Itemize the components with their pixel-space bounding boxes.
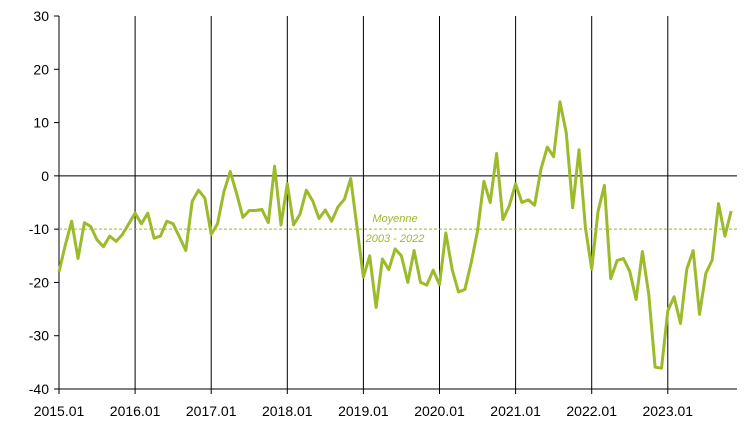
y-axis: 30 20 10 0 -10 -20 -30 -40 [29, 8, 737, 397]
x-tick-label: 2019.01 [338, 403, 389, 419]
y-tick-label: 20 [33, 61, 49, 77]
vertical-gridlines [134, 16, 669, 389]
reference-label-period: 2003 - 2022 [365, 233, 425, 245]
x-tick-label: 2017.01 [186, 403, 237, 419]
y-tick-label: -10 [29, 221, 49, 237]
series-line [57, 100, 733, 370]
y-tick-label: -40 [29, 381, 49, 397]
y-tick-label: 0 [41, 168, 49, 184]
x-tick-label: 2018.01 [262, 403, 313, 419]
y-tick-label: -20 [29, 274, 49, 290]
x-tick-label: 2022.01 [566, 403, 617, 419]
x-tick-label: 2023.01 [642, 403, 693, 419]
reference-label-moyenne: Moyenne [372, 213, 417, 225]
x-tick-label: 2015.01 [34, 403, 85, 419]
y-tick-label: 30 [33, 8, 49, 24]
y-tick-label: -30 [29, 328, 49, 344]
x-tick-label: 2020.01 [414, 403, 465, 419]
y-tick-label: 10 [33, 115, 49, 131]
x-tick-label: 2021.01 [490, 403, 541, 419]
x-tick-label: 2016.01 [110, 403, 161, 419]
x-axis: 2015.01 2016.01 2017.01 2018.01 2019.01 2020.… [34, 388, 737, 419]
